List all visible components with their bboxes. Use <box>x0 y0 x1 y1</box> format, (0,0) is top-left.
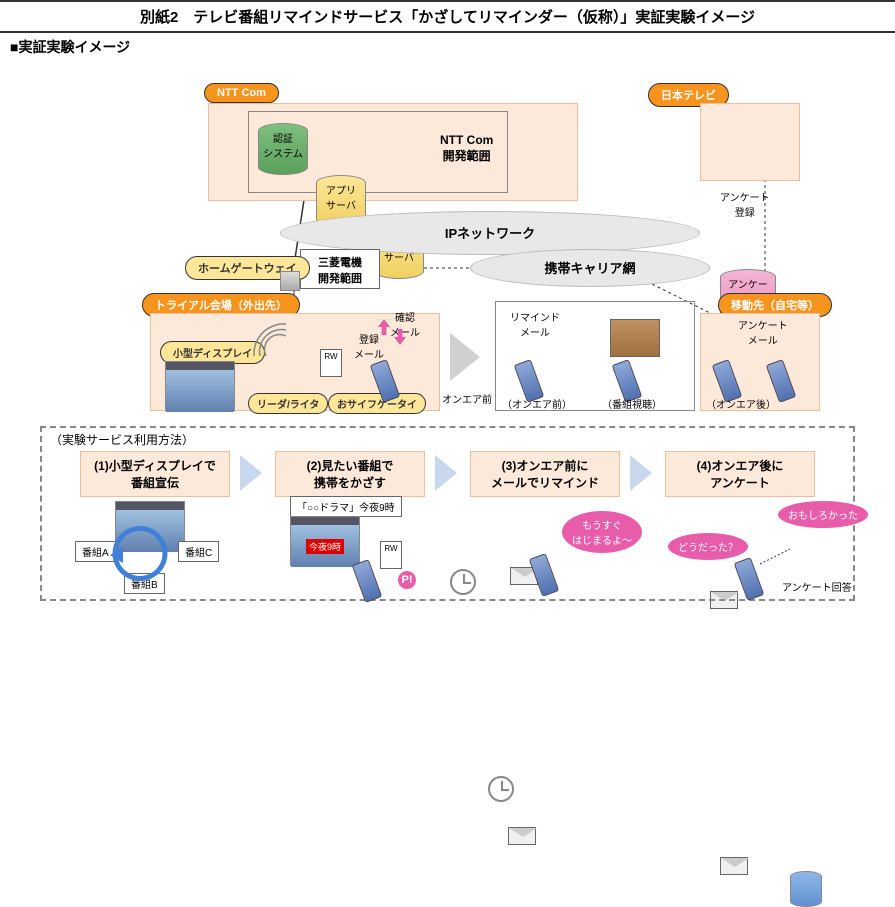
step2-badge: 今夜9時 <box>306 539 344 554</box>
step-arrow-2 <box>435 455 457 491</box>
step-4: (4)オンエア後に アンケート <box>665 451 815 497</box>
step2-caption: 「○○ドラマ」今夜9時 <box>290 496 402 517</box>
step4-db-icon <box>790 871 822 907</box>
usage-heading: （実験サービス利用方法） <box>50 431 194 448</box>
gateway-box-icon <box>280 271 300 291</box>
step-1: (1)小型ディスプレイで 番組宣伝 <box>80 451 230 497</box>
onair-before-label: オンエア前 <box>442 391 492 406</box>
watching-label: （番組視聴） <box>602 396 662 411</box>
survey-reg-label: アンケート 登録 <box>720 189 770 219</box>
step-arrow-3 <box>630 455 652 491</box>
step3-clock-icon <box>488 776 514 802</box>
page-title: 別紙2 テレビ番組リマインドサービス「かざしてリマインダー（仮称）」実証実験イメ… <box>0 0 895 33</box>
step2-display-icon: 今夜9時 <box>290 516 360 566</box>
rw-icon: RW <box>320 349 342 377</box>
section-subtitle: ■実証実験イメージ <box>0 33 895 61</box>
reg-mail-label: 登録 メール <box>354 331 384 361</box>
onair-after-label: （オンエア後） <box>706 396 776 411</box>
carrier-net: 携帯キャリア網 <box>470 249 710 287</box>
step-arrow-1 <box>240 455 262 491</box>
step4-bubble-2: おもしろかった <box>778 501 868 528</box>
p-badge-icon: P! <box>398 571 416 589</box>
step-2: (2)見たい番組で 携帯をかざす <box>275 451 425 497</box>
big-arrow-icon <box>450 333 480 381</box>
tv-icon <box>610 319 660 357</box>
survey-mail-label: アンケート メール <box>738 317 788 347</box>
conf-mail-label: 確認 メール <box>390 309 420 339</box>
osaifu-badge: おサイフケータイ <box>328 393 426 414</box>
org-ntt-badge: NTT Com <box>204 83 279 103</box>
remind-mail-label: リマインド メール <box>510 309 560 339</box>
onair-before2-label: （オンエア前） <box>502 396 572 411</box>
reader-badge: リーダ/ライタ <box>248 393 328 414</box>
step4-mail-icon <box>720 857 748 875</box>
step3-bubble: もうすぐ はじまるよ～ <box>562 511 642 553</box>
step3-mail-icon <box>508 827 536 845</box>
step4-bubble-1: どうだった？ <box>668 533 748 560</box>
auth-server-icon: 認証 システム <box>258 123 308 175</box>
mitsubishi-label: 三菱電機 開発範囲 <box>300 249 380 289</box>
diagram-canvas: NTT Com 認証 システム アプリ サーバ メール サーバ NTT Com … <box>0 61 895 621</box>
survey-ans-label: アンケート回答 <box>782 579 852 594</box>
ntv-block <box>700 103 800 181</box>
mini-display-icon <box>165 361 235 411</box>
prog-c-label: 番組C <box>178 541 219 562</box>
ntt-range-label: NTT Com 開発範囲 <box>440 133 493 164</box>
step2-rw-icon: RW <box>380 541 402 569</box>
step-3: (3)オンエア前に メールでリマインド <box>470 451 620 497</box>
